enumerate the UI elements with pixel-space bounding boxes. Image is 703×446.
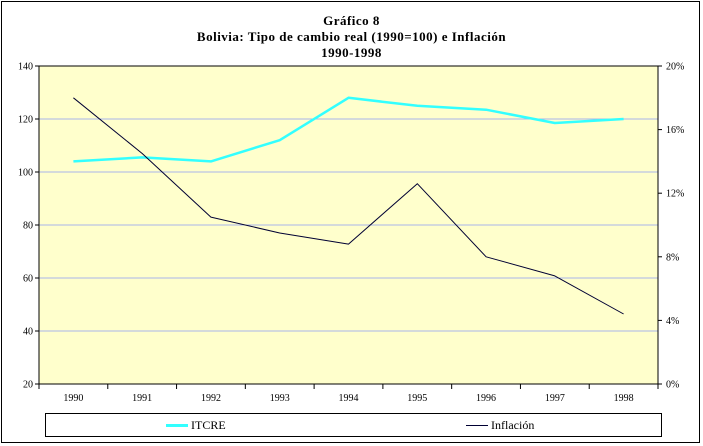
legend-item-itcre: ITCRE: [166, 417, 226, 433]
y-right-tick-label: 8%: [666, 252, 679, 263]
y-right-tick-label: 0%: [666, 380, 679, 391]
chart-period: 1990-1998: [321, 45, 382, 60]
x-tick-label: 1998: [614, 393, 634, 404]
y-right-tick-label: 12%: [666, 189, 684, 200]
series-line-inflacion: [73, 97, 624, 315]
legend-swatch-inflacion: [466, 424, 488, 426]
y-left-tick-label: 100: [18, 168, 33, 179]
y-left-tick-label: 60: [23, 274, 33, 285]
y-left-tick-label: 20: [23, 380, 33, 391]
chart-subtitle: Bolivia: Tipo de cambio real (1990=100) …: [196, 29, 507, 44]
x-tick-label: 1992: [201, 393, 221, 404]
y-left-tick-label: 80: [23, 221, 33, 232]
x-tick-label: 1990: [63, 393, 83, 404]
legend-swatch-itcre: [166, 423, 188, 427]
x-tick-label: 1993: [270, 393, 290, 404]
y-right-tick-label: 20%: [666, 62, 684, 73]
y-left-tick-label: 40: [23, 327, 33, 338]
x-tick-label: 1991: [132, 393, 152, 404]
x-tick-label: 1997: [545, 393, 565, 404]
x-tick-label: 1994: [339, 393, 359, 404]
chart-legend: ITCRE Inflación: [45, 413, 662, 437]
y-left-tick-label: 140: [18, 62, 33, 73]
y-right-tick-label: 4%: [666, 316, 679, 327]
x-tick-label: 1995: [407, 393, 427, 404]
chart-title: Gráfico 8: [323, 13, 380, 28]
y-right-tick-label: 16%: [666, 125, 684, 136]
legend-item-inflacion: Inflación: [466, 417, 534, 433]
y-left-tick-label: 120: [18, 115, 33, 126]
legend-label-itcre: ITCRE: [191, 417, 226, 432]
legend-label-inflacion: Inflación: [491, 417, 535, 432]
x-tick-label: 1996: [476, 393, 496, 404]
